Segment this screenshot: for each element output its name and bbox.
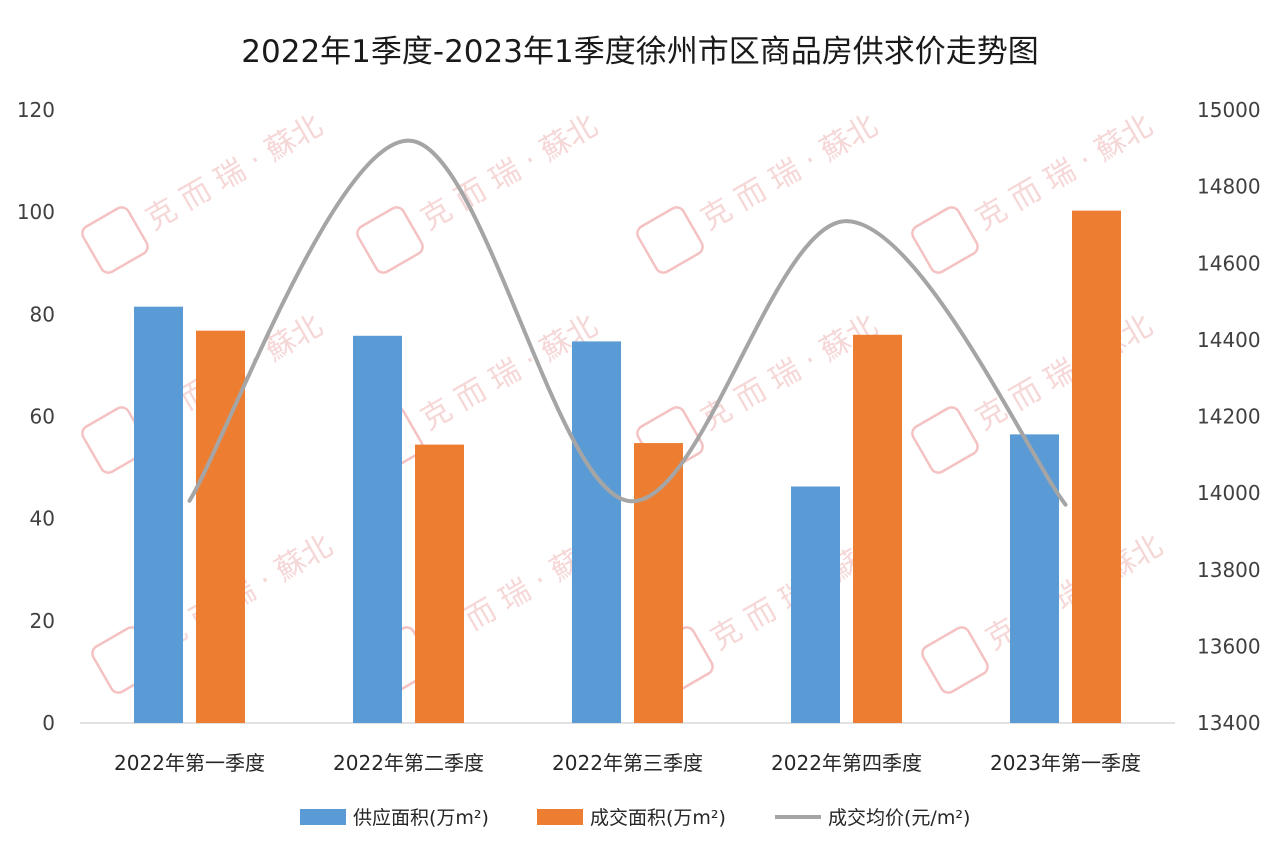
y-right-tick-label: 13400 xyxy=(1197,711,1261,735)
y-left-tick-label: 40 xyxy=(30,507,55,531)
bar-supply xyxy=(572,341,621,723)
chart-title: 2022年1季度-2023年1季度徐州市区商品房供求价走势图 xyxy=(241,34,1038,70)
y-right-tick-label: 14600 xyxy=(1197,251,1261,275)
bar-deal xyxy=(196,330,245,723)
bar-deal xyxy=(415,444,464,723)
bar-deal xyxy=(853,334,902,723)
bars-layer xyxy=(134,210,1121,724)
watermark-seal-icon xyxy=(911,206,979,274)
legend-swatch xyxy=(537,809,583,825)
legend: 供应面积(万m²) 成交面积(万m²) 成交均价(元/m²) xyxy=(300,807,970,829)
line-layer xyxy=(187,138,1068,507)
y-right-tick-label: 14200 xyxy=(1197,405,1261,429)
y-right-tick-label: 15000 xyxy=(1197,98,1261,122)
watermark-seal-icon xyxy=(911,406,979,474)
bar-deal xyxy=(1072,210,1121,724)
avg-price-line xyxy=(187,138,1068,507)
watermark-seal-icon xyxy=(81,206,149,274)
x-tick-label: 2022年第三季度 xyxy=(552,751,703,775)
y-left-tick-label: 0 xyxy=(42,711,55,735)
bar-supply xyxy=(134,306,183,723)
bar-deal xyxy=(634,443,683,723)
bar-supply xyxy=(1010,434,1059,723)
x-tick-label: 2022年第二季度 xyxy=(333,751,484,775)
y-left-tick-label: 80 xyxy=(30,302,55,326)
watermark-seal-icon xyxy=(921,626,989,694)
legend-swatch xyxy=(300,809,346,825)
legend-label: 供应面积(万m²) xyxy=(353,807,489,829)
watermark-seal-icon xyxy=(356,206,424,274)
x-tick-label: 2022年第四季度 xyxy=(771,751,922,775)
x-tick-label: 2023年第一季度 xyxy=(990,751,1141,775)
bar-supply xyxy=(353,335,402,723)
y-left-tick-label: 60 xyxy=(30,405,55,429)
y-left-tick-label: 20 xyxy=(30,609,55,633)
y-right-tick-label: 14000 xyxy=(1197,481,1261,505)
y-right-tick-label: 14400 xyxy=(1197,328,1261,352)
y-right-tick-label: 14800 xyxy=(1197,175,1261,199)
y-right-tick-label: 13800 xyxy=(1197,558,1261,582)
y-left-tick-label: 100 xyxy=(17,200,55,224)
x-tick-label: 2022年第一季度 xyxy=(114,751,265,775)
legend-label: 成交面积(万m²) xyxy=(590,807,726,829)
y-left-tick-label: 120 xyxy=(17,98,55,122)
legend-label: 成交均价(元/m²) xyxy=(828,807,970,829)
y-right-tick-label: 13600 xyxy=(1197,634,1261,658)
axes-layer: 0 20 40 60 80 100 120 13400 13600 13800 14000 14200… xyxy=(17,98,1261,775)
bar-supply xyxy=(791,486,840,723)
watermark-seal-icon xyxy=(636,206,704,274)
